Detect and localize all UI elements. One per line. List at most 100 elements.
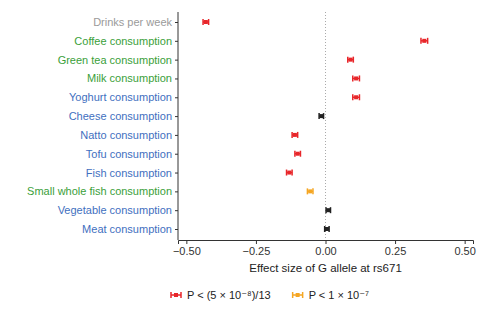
x-tick-mark	[326, 240, 327, 244]
y-tick: Small whole fish consumption	[27, 185, 178, 197]
x-axis: −0.50 −0.25 0.00 0.25 0.50	[173, 240, 476, 257]
y-tick-label: Milk consumption	[87, 72, 172, 84]
error-bar	[319, 113, 323, 119]
point	[349, 58, 353, 62]
x-tick: 0.50	[454, 240, 475, 257]
legend-symbol	[296, 293, 300, 297]
error-cap	[347, 57, 349, 63]
x-tick-mark	[256, 240, 257, 244]
x-tick: −0.50	[173, 240, 201, 257]
plot-area	[203, 19, 428, 232]
error-cap	[420, 38, 422, 44]
y-tick-mark	[175, 154, 178, 155]
x-tick-label: 0.25	[385, 245, 406, 257]
y-tick-label: Fish consumption	[86, 167, 172, 179]
error-cap	[427, 38, 429, 44]
error-bar	[203, 19, 209, 25]
point	[308, 189, 312, 193]
legend-label: P < 1 × 10⁻⁷	[309, 289, 369, 301]
series	[203, 19, 428, 176]
legend-label: P < (5 × 10⁻⁸)/13	[187, 289, 271, 301]
y-tick-mark	[175, 97, 178, 98]
x-tick-label: 0.50	[454, 245, 475, 257]
y-tick: Fish consumption	[86, 167, 178, 179]
x-tick-label: −0.50	[173, 245, 201, 257]
y-tick: Cheese consumption	[69, 110, 178, 122]
point	[326, 208, 330, 212]
y-tick-label: Small whole fish consumption	[27, 185, 172, 197]
y-tick-label: Meat consumption	[82, 223, 172, 235]
error-cap	[352, 75, 354, 81]
y-tick-label: Yoghurt consumption	[69, 91, 172, 103]
x-tick-mark	[395, 240, 396, 244]
error-cap	[294, 151, 296, 157]
legend-item: P < 1 × 10⁻⁷	[293, 289, 369, 301]
y-tick-mark	[175, 78, 178, 79]
y-tick-mark	[175, 116, 178, 117]
y-tick-mark	[175, 135, 178, 136]
legend-symbol	[170, 292, 172, 298]
error-bar	[353, 94, 360, 100]
point	[293, 133, 297, 137]
error-bar	[325, 226, 329, 232]
error-bar	[348, 57, 354, 63]
error-cap	[352, 94, 354, 100]
x-tick: 0.25	[385, 240, 406, 257]
y-tick: Green tea consumption	[58, 54, 178, 66]
y-tick: Yoghurt consumption	[69, 91, 178, 103]
y-tick: Meat consumption	[82, 223, 178, 235]
point	[319, 114, 323, 118]
y-tick: Vegetable consumption	[58, 204, 178, 216]
y-tick: Drinks per week	[93, 16, 178, 28]
error-cap	[300, 151, 302, 157]
y-tick: Milk consumption	[87, 72, 178, 84]
y-tick: Tofu consumption	[86, 148, 178, 160]
y-tick-label: Coffee consumption	[74, 35, 172, 47]
error-bar	[353, 75, 360, 81]
y-tick-mark	[175, 229, 178, 230]
y-tick-label: Drinks per week	[93, 16, 172, 28]
y-tick-mark	[175, 22, 178, 23]
x-tick: −0.25	[243, 240, 271, 257]
error-bar	[421, 38, 428, 44]
error-cap	[208, 19, 210, 25]
series	[319, 113, 330, 232]
y-axis-line	[178, 12, 179, 240]
y-tick-label: Natto consumption	[80, 129, 172, 141]
y-tick-label: Green tea consumption	[58, 54, 172, 66]
error-cap	[286, 170, 288, 176]
point	[296, 152, 300, 156]
y-tick-mark	[175, 191, 178, 192]
error-cap	[307, 188, 309, 194]
y-tick-mark	[175, 210, 178, 211]
point	[354, 76, 358, 80]
error-cap	[291, 132, 293, 138]
legend-item: P < (5 × 10⁻⁸)/13	[171, 289, 271, 301]
error-cap	[312, 188, 314, 194]
y-tick-mark	[175, 41, 178, 42]
error-bar	[287, 170, 293, 176]
legend: P < (5 × 10⁻⁸)/13 P < 1 × 10⁻⁷	[171, 289, 369, 301]
y-tick-label: Tofu consumption	[86, 148, 172, 160]
error-bar	[295, 151, 301, 157]
point	[204, 20, 208, 24]
x-tick-label: −0.25	[243, 245, 271, 257]
x-tick-mark	[465, 240, 466, 244]
y-tick: Natto consumption	[80, 129, 178, 141]
error-cap	[353, 57, 355, 63]
legend-symbol	[180, 292, 182, 298]
point	[325, 227, 329, 231]
error-cap	[202, 19, 204, 25]
point	[354, 95, 358, 99]
error-bar	[326, 207, 330, 213]
y-tick-mark	[175, 60, 178, 61]
series	[307, 188, 313, 194]
error-cap	[291, 170, 293, 176]
x-tick: 0.00	[315, 240, 336, 257]
error-bar	[292, 132, 298, 138]
error-bar	[307, 188, 313, 194]
x-axis-line	[179, 241, 474, 245]
legend-symbol	[174, 293, 178, 297]
error-cap	[359, 94, 361, 100]
x-axis-title: Effect size of G allele at rs671	[249, 262, 402, 274]
